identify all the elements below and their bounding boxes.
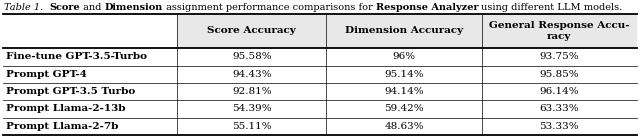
Text: 54.39%: 54.39% bbox=[232, 105, 271, 113]
Bar bbox=[326, 14, 482, 48]
Text: 96%: 96% bbox=[392, 52, 415, 61]
Text: 63.33%: 63.33% bbox=[540, 105, 579, 113]
Text: 53.33%: 53.33% bbox=[540, 122, 579, 131]
Text: 94.14%: 94.14% bbox=[384, 87, 424, 96]
Text: 94.43%: 94.43% bbox=[232, 70, 271, 79]
Text: Prompt GPT-3.5 Turbo: Prompt GPT-3.5 Turbo bbox=[6, 87, 135, 96]
Text: Score Accuracy: Score Accuracy bbox=[207, 26, 296, 35]
Text: Dimension Accuracy: Dimension Accuracy bbox=[345, 26, 463, 35]
Text: Score: Score bbox=[49, 3, 80, 12]
Bar bbox=[177, 14, 326, 48]
Text: Fine-tune GPT-3.5-Turbo: Fine-tune GPT-3.5-Turbo bbox=[6, 52, 147, 61]
Text: Dimension: Dimension bbox=[105, 3, 163, 12]
Text: Prompt Llama-2-7b: Prompt Llama-2-7b bbox=[6, 122, 118, 131]
Text: 95.14%: 95.14% bbox=[384, 70, 424, 79]
Text: General Response Accu-
racy: General Response Accu- racy bbox=[489, 21, 630, 41]
Text: using different LLM models.: using different LLM models. bbox=[479, 3, 623, 12]
Text: Response Analyzer: Response Analyzer bbox=[376, 3, 479, 12]
Text: Prompt GPT-4: Prompt GPT-4 bbox=[6, 70, 87, 79]
Text: and: and bbox=[80, 3, 105, 12]
Text: 59.42%: 59.42% bbox=[384, 105, 424, 113]
Text: 55.11%: 55.11% bbox=[232, 122, 271, 131]
Text: assignment performance comparisons for: assignment performance comparisons for bbox=[163, 3, 376, 12]
Text: Table 1.: Table 1. bbox=[4, 3, 44, 12]
Text: 95.85%: 95.85% bbox=[540, 70, 579, 79]
Text: 48.63%: 48.63% bbox=[384, 122, 424, 131]
Text: 95.58%: 95.58% bbox=[232, 52, 271, 61]
Text: 96.14%: 96.14% bbox=[540, 87, 579, 96]
Bar bbox=[482, 14, 637, 48]
Text: 93.75%: 93.75% bbox=[540, 52, 579, 61]
Text: Prompt Llama-2-13b: Prompt Llama-2-13b bbox=[6, 105, 125, 113]
Text: 92.81%: 92.81% bbox=[232, 87, 271, 96]
